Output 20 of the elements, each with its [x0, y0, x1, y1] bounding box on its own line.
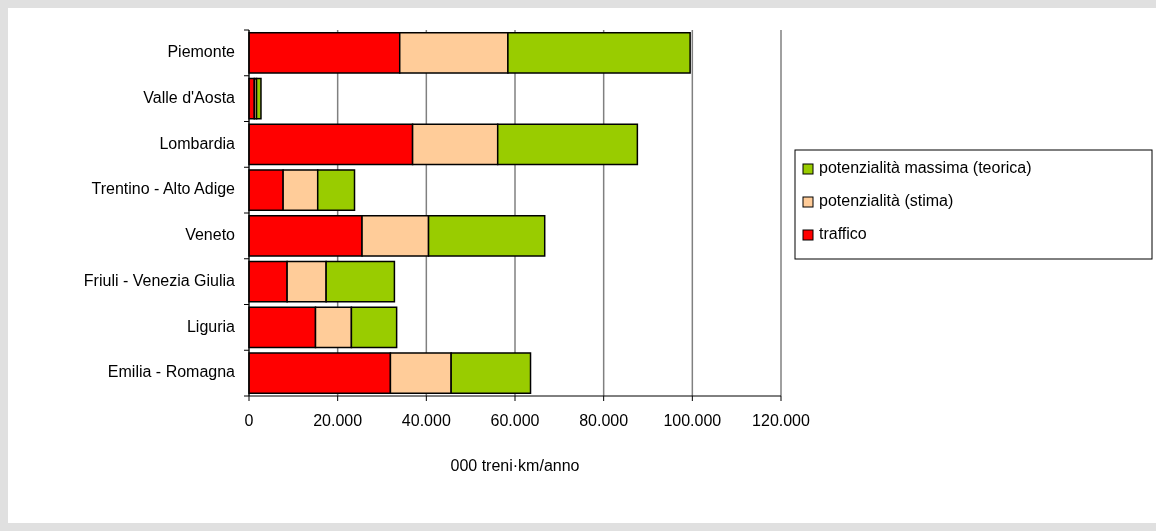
- legend-label: potenzialità massima (teorica): [819, 159, 1032, 177]
- y-tick-label: Liguria: [186, 317, 236, 335]
- y-tick-label: Veneto: [185, 226, 236, 244]
- x-tick-label: 20.000: [313, 412, 363, 429]
- legend-label: traffico: [819, 225, 867, 243]
- x-tick-label: 100.000: [663, 412, 722, 429]
- x-tick-label: 60.000: [490, 412, 540, 429]
- bar: [255, 77, 262, 120]
- y-tick-label: Lombardia: [159, 134, 236, 152]
- y-tick-label: Piemonte: [167, 43, 236, 61]
- legend-label: potenzialità (stima): [819, 192, 954, 210]
- y-tick-label: Emilia - Romagna: [107, 363, 236, 381]
- y-tick-label: Friuli - Venezia Giulia: [83, 271, 236, 289]
- y-tick-label: Valle d'Aosta: [143, 88, 236, 106]
- x-tick-label: 120.000: [752, 412, 811, 429]
- x-tick-label: 80.000: [579, 412, 629, 429]
- x-tick-label: 0: [244, 412, 254, 429]
- y-tick-label: Trentino - Alto Adige: [91, 180, 236, 198]
- x-tick-label: 40.000: [401, 412, 451, 429]
- x-axis-title: 000 treni·km/anno: [450, 457, 580, 474]
